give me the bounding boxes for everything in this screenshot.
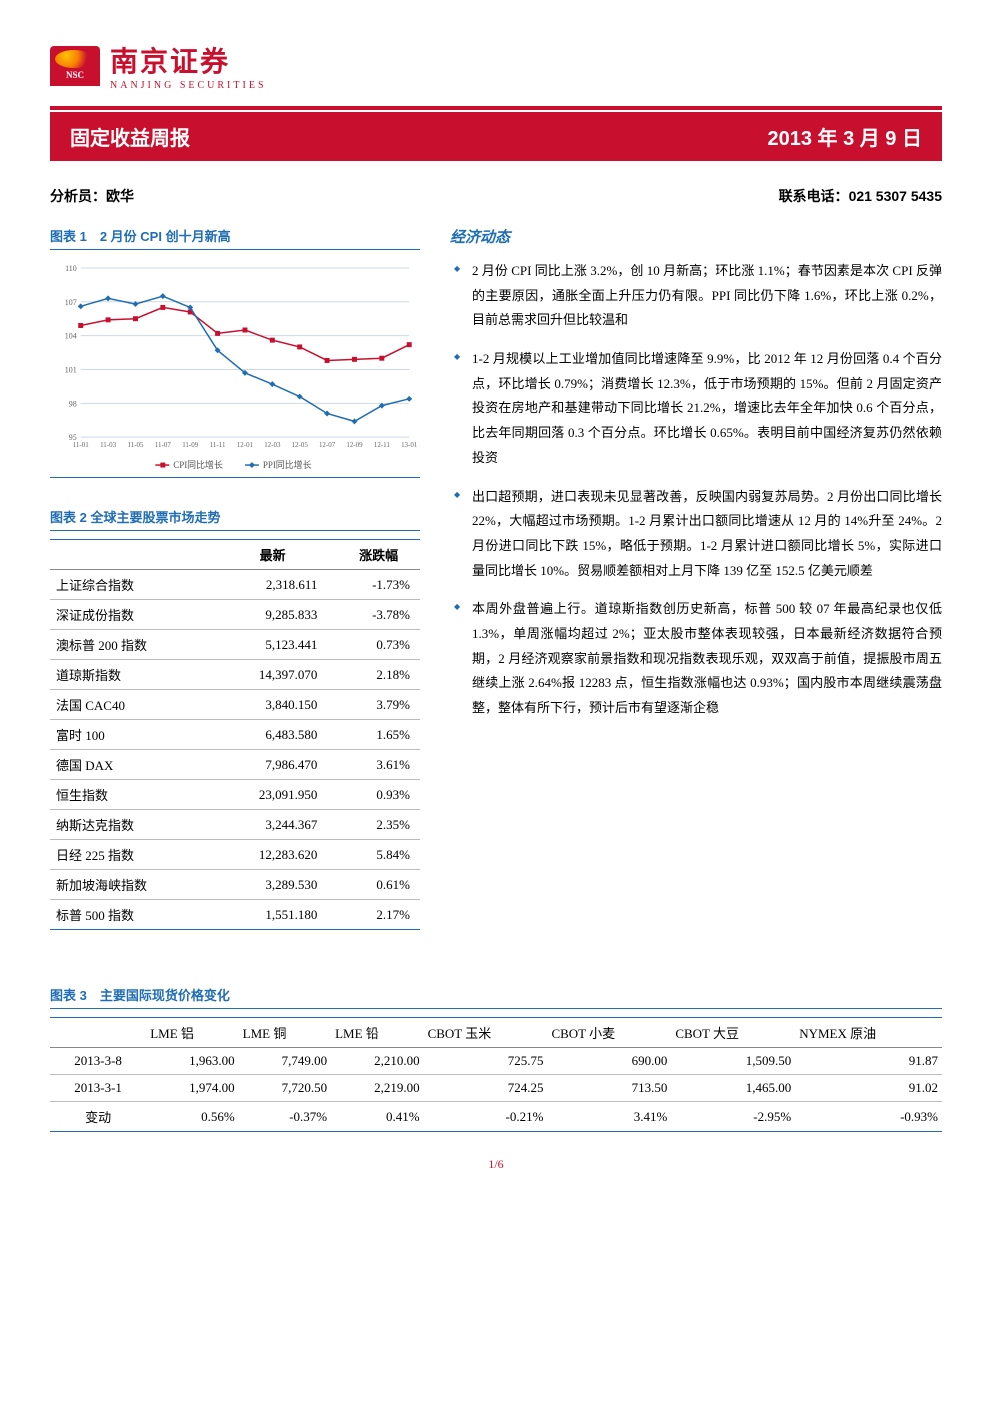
svg-text:11-11: 11-11 xyxy=(210,441,226,449)
table-row: 道琼斯指数14,397.0702.18% xyxy=(50,660,420,690)
phone: 联系电话：021 5307 5435 xyxy=(779,186,942,206)
svg-text:11-01: 11-01 xyxy=(73,441,89,449)
col-header: LME 铅 xyxy=(331,1018,423,1048)
table2-title: 图表 2 全球主要股票市场走势 xyxy=(50,507,420,531)
report-title: 固定收益周报 xyxy=(70,122,190,151)
table-row: 日经 225 指数12,283.6205.84% xyxy=(50,840,420,870)
bullet-item: 1-2 月规模以上工业增加值同比增速降至 9.9%，比 2012 年 12 月份… xyxy=(450,347,942,470)
bullet-list: 2 月份 CPI 同比上涨 3.2%，创 10 月新高；环比涨 1.1%；春节因… xyxy=(450,259,942,721)
table-row: 澳标普 200 指数5,123.4410.73% xyxy=(50,630,420,660)
logo-cn: 南京证券 xyxy=(110,40,267,80)
table-row: 变动0.56%-0.37%0.41%-0.21%3.41%-2.95%-0.93… xyxy=(50,1102,942,1132)
page-number: 1/6 xyxy=(50,1157,942,1172)
svg-text:11-09: 11-09 xyxy=(182,441,198,449)
chart1-title: 图表 1 2 月份 CPI 创十月新高 xyxy=(50,226,420,250)
svg-text:12-11: 12-11 xyxy=(374,441,390,449)
col-header: LME 铝 xyxy=(146,1018,238,1048)
table-row: 恒生指数23,091.9500.93% xyxy=(50,780,420,810)
svg-text:12-09: 12-09 xyxy=(346,441,363,449)
col-header: LME 铜 xyxy=(239,1018,331,1048)
svg-text:101: 101 xyxy=(65,365,77,374)
table-row: 纳斯达克指数3,244.3672.35% xyxy=(50,810,420,840)
index-table: 最新涨跌幅上证综合指数2,318.611-1.73%深证成份指数9,285.83… xyxy=(50,539,420,930)
svg-text:13-01: 13-01 xyxy=(401,441,418,449)
logo-en: NANJING SECURITIES xyxy=(110,80,267,91)
svg-text:12-03: 12-03 xyxy=(264,441,281,449)
table-row: 富时 1006,483.5801.65% xyxy=(50,720,420,750)
table-row: 上证综合指数2,318.611-1.73% xyxy=(50,570,420,600)
commodity-table: LME 铝LME 铜LME 铅CBOT 玉米CBOT 小麦CBOT 大豆NYME… xyxy=(50,1017,942,1132)
analyst: 分析员：欧华 xyxy=(50,186,134,206)
svg-text:11-07: 11-07 xyxy=(155,441,171,449)
title-bar: 固定收益周报 2013 年 3 月 9 日 xyxy=(50,112,942,161)
col-header: CBOT 小麦 xyxy=(547,1018,671,1048)
chart1: 959810110410711011-0111-0311-0511-0711-0… xyxy=(50,258,420,478)
col-header: 最新 xyxy=(208,540,337,570)
svg-text:11-03: 11-03 xyxy=(100,441,116,449)
col-header: CBOT 大豆 xyxy=(671,1018,795,1048)
bullet-item: 出口超预期，进口表现未见显著改善，反映国内弱复苏局势。2 月份出口同比增长 22… xyxy=(450,485,942,584)
svg-text:98: 98 xyxy=(69,399,77,408)
col-header xyxy=(50,540,208,570)
meta-row: 分析员：欧华 联系电话：021 5307 5435 xyxy=(50,186,942,206)
logo-icon: NSC xyxy=(50,46,100,86)
logo: NSC 南京证券 NANJING SECURITIES xyxy=(50,40,942,91)
bullet-item: 本周外盘普遍上行。道琼斯指数创历史新高，标普 500 较 07 年最高纪录也仅低… xyxy=(450,597,942,720)
table-row: 标普 500 指数1,551.1802.17% xyxy=(50,900,420,930)
table-row: 法国 CAC403,840.1503.79% xyxy=(50,690,420,720)
svg-text:12-07: 12-07 xyxy=(319,441,336,449)
bullet-item: 2 月份 CPI 同比上涨 3.2%，创 10 月新高；环比涨 1.1%；春节因… xyxy=(450,259,942,333)
table-row: 深证成份指数9,285.833-3.78% xyxy=(50,600,420,630)
svg-text:12-01: 12-01 xyxy=(237,441,254,449)
col-header: NYMEX 原油 xyxy=(795,1018,942,1048)
col-header: CBOT 玉米 xyxy=(424,1018,548,1048)
svg-text:12-05: 12-05 xyxy=(292,441,309,449)
svg-text:107: 107 xyxy=(65,298,77,307)
col-header xyxy=(50,1018,146,1048)
table-row: 2013-3-81,963.007,749.002,210.00725.7569… xyxy=(50,1048,942,1075)
svg-text:CPI同比增长: CPI同比增长 xyxy=(173,459,223,470)
table-row: 德国 DAX7,986.4703.61% xyxy=(50,750,420,780)
table-row: 新加坡海峡指数3,289.5300.61% xyxy=(50,870,420,900)
table3-title: 图表 3 主要国际现货价格变化 xyxy=(50,985,942,1009)
svg-text:104: 104 xyxy=(65,332,77,341)
report-date: 2013 年 3 月 9 日 xyxy=(767,122,922,151)
table-row: 2013-3-11,974.007,720.502,219.00724.2571… xyxy=(50,1075,942,1102)
divider xyxy=(50,106,942,110)
section-title: 经济动态 xyxy=(450,226,942,247)
svg-text:11-05: 11-05 xyxy=(127,441,143,449)
col-header: 涨跌幅 xyxy=(337,540,420,570)
svg-text:PPI同比增长: PPI同比增长 xyxy=(263,459,312,470)
svg-text:110: 110 xyxy=(65,264,77,273)
